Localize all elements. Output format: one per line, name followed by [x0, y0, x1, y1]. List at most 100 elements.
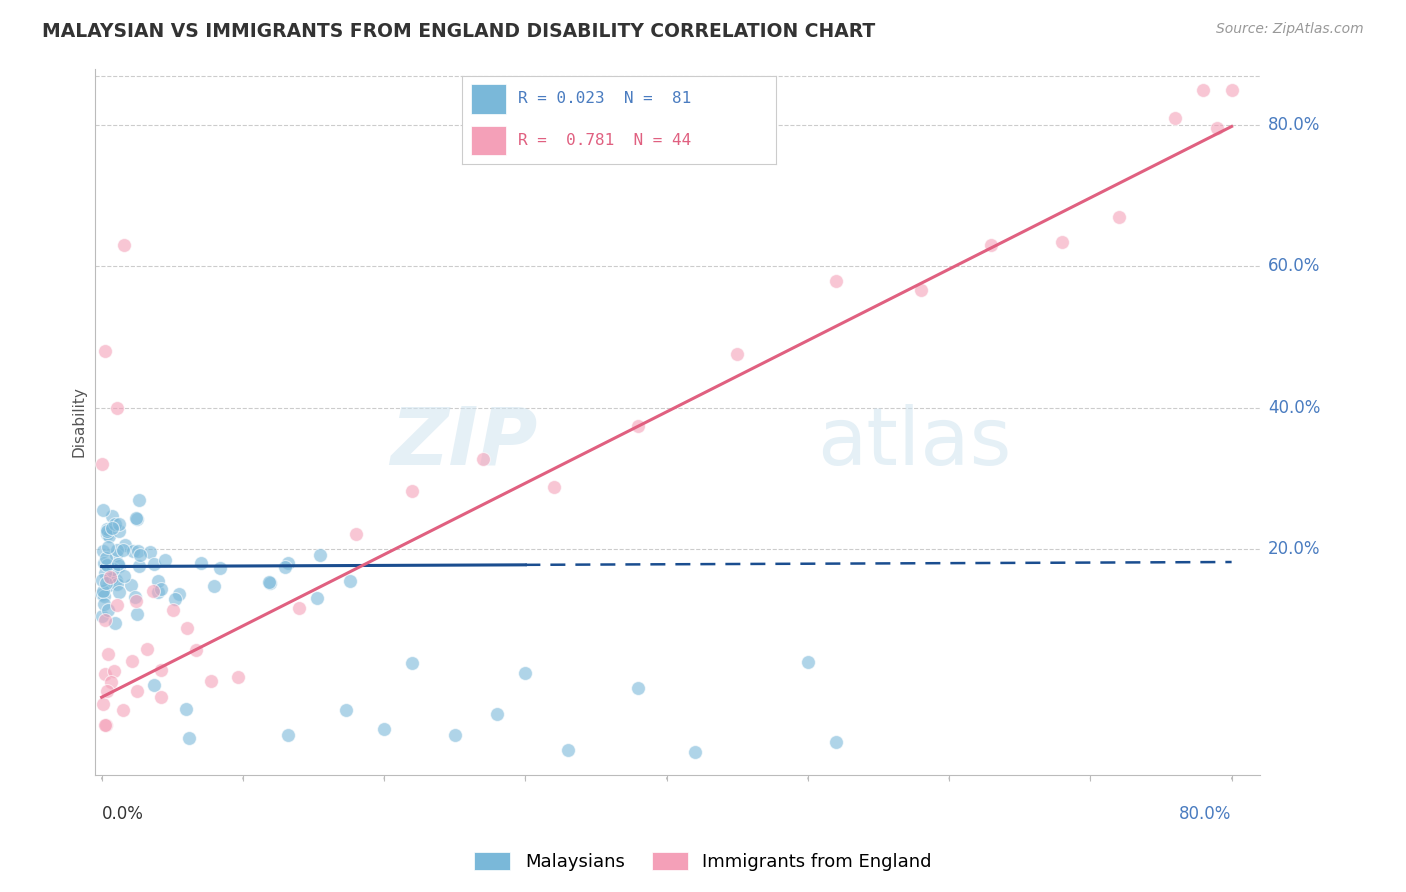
Point — [91, 457, 114, 471]
Point — [107, 542, 129, 557]
Point — [401, 484, 423, 499]
Point — [90, 587, 112, 601]
Point — [107, 557, 129, 571]
Text: ZIP: ZIP — [389, 404, 537, 482]
Point — [277, 556, 299, 570]
Point — [305, 591, 328, 605]
Point — [94, 566, 117, 581]
Point — [96, 683, 118, 698]
Point — [373, 722, 395, 736]
Point — [557, 743, 579, 757]
Point — [105, 401, 128, 415]
Point — [174, 702, 197, 716]
Point — [125, 512, 148, 526]
Point — [96, 522, 118, 536]
Point — [127, 683, 149, 698]
Point — [121, 544, 143, 558]
Point — [259, 575, 281, 590]
Point — [200, 673, 222, 688]
Point — [910, 283, 932, 297]
Point — [101, 571, 124, 585]
Point — [443, 728, 465, 742]
Point — [107, 524, 129, 538]
Point — [335, 703, 357, 717]
Point — [128, 492, 150, 507]
Point — [94, 718, 117, 732]
Point — [143, 557, 166, 571]
Point — [111, 703, 134, 717]
Point — [515, 665, 537, 680]
Text: MALAYSIAN VS IMMIGRANTS FROM ENGLAND DISABILITY CORRELATION CHART: MALAYSIAN VS IMMIGRANTS FROM ENGLAND DIS… — [42, 22, 876, 41]
Point — [153, 553, 176, 567]
Point — [127, 607, 149, 621]
Point — [277, 728, 299, 742]
Point — [344, 527, 367, 541]
Point — [104, 616, 127, 631]
Point — [107, 517, 129, 532]
Point — [257, 574, 280, 589]
Point — [150, 690, 173, 704]
Point — [100, 521, 122, 535]
Point — [93, 613, 115, 627]
Point — [1050, 235, 1073, 249]
Point — [288, 601, 311, 615]
Point — [94, 550, 117, 565]
Point — [93, 598, 115, 612]
Point — [112, 568, 135, 582]
Point — [120, 578, 142, 592]
Point — [627, 418, 650, 433]
Point — [103, 664, 125, 678]
Point — [93, 344, 115, 359]
Point — [627, 681, 650, 695]
Point — [472, 452, 495, 467]
Point — [104, 516, 127, 531]
Point — [190, 556, 212, 570]
Point — [128, 559, 150, 574]
Point — [142, 584, 165, 599]
Point — [163, 592, 186, 607]
Point — [339, 574, 361, 588]
Point — [97, 647, 120, 661]
Text: atlas: atlas — [817, 404, 1011, 482]
Point — [91, 697, 114, 711]
Y-axis label: Disability: Disability — [72, 386, 86, 458]
Point — [101, 562, 124, 576]
Point — [486, 707, 509, 722]
Point — [146, 585, 169, 599]
Text: 0.0%: 0.0% — [101, 805, 143, 823]
Point — [274, 560, 297, 574]
Point — [980, 237, 1002, 252]
Point — [725, 346, 748, 360]
Point — [127, 544, 149, 558]
Point — [98, 570, 121, 584]
Point — [90, 574, 112, 588]
Text: 80.0%: 80.0% — [1268, 116, 1320, 134]
Point — [162, 603, 184, 617]
Point — [124, 590, 146, 604]
Point — [97, 540, 120, 554]
Point — [91, 503, 114, 517]
Point — [184, 642, 207, 657]
Point — [97, 528, 120, 542]
Point — [104, 548, 127, 562]
Point — [112, 543, 135, 558]
Point — [143, 677, 166, 691]
Point — [96, 526, 118, 541]
Point — [401, 656, 423, 670]
Point — [1108, 210, 1130, 224]
Point — [100, 508, 122, 523]
Point — [94, 667, 117, 681]
Point — [167, 587, 190, 601]
Point — [125, 510, 148, 524]
Point — [93, 589, 115, 603]
Text: 20.0%: 20.0% — [1268, 540, 1320, 558]
Point — [91, 608, 114, 623]
Point — [98, 578, 121, 592]
Point — [176, 622, 198, 636]
Point — [202, 579, 225, 593]
Point — [135, 642, 157, 657]
Point — [150, 663, 173, 677]
Point — [125, 593, 148, 607]
Point — [149, 582, 172, 597]
Point — [108, 559, 131, 574]
